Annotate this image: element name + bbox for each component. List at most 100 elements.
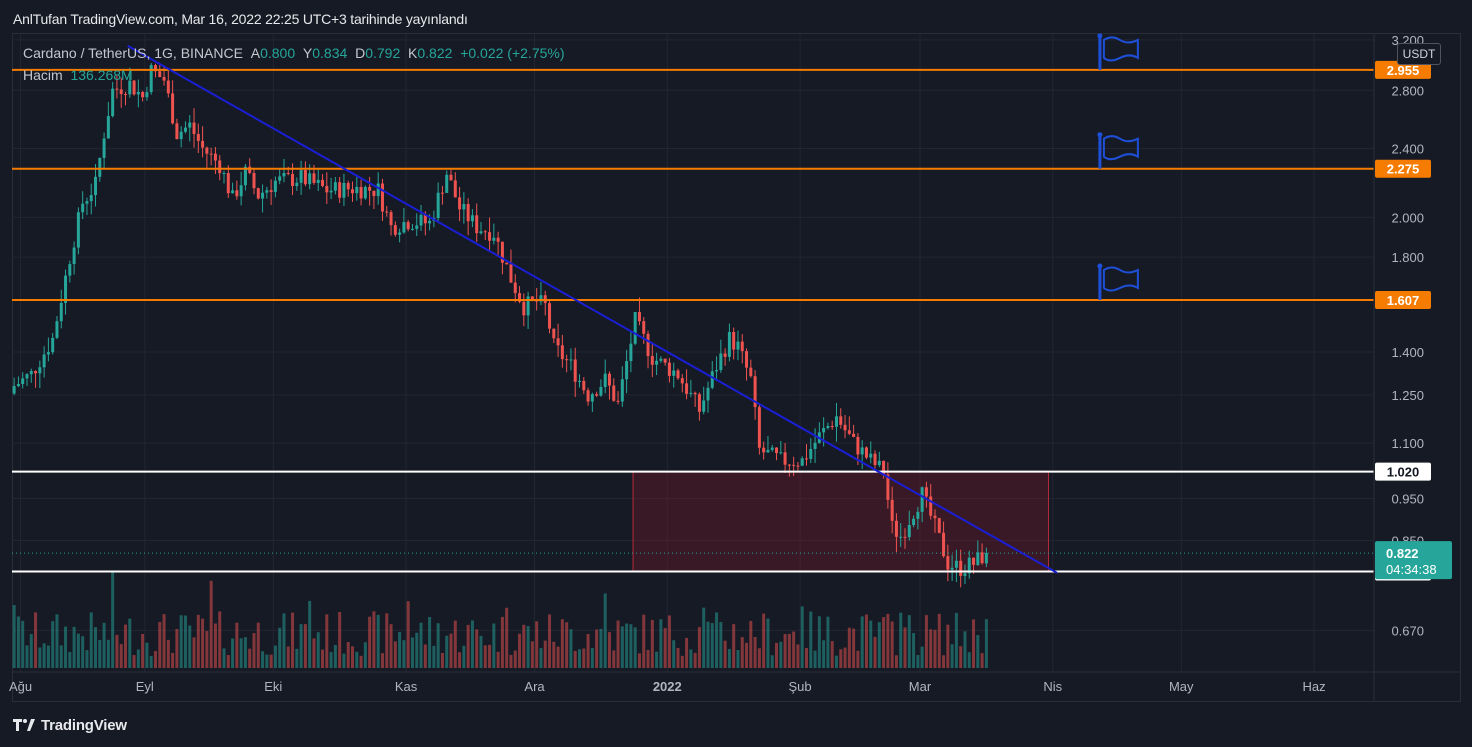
volume-bar (762, 613, 766, 668)
candle-body (950, 567, 954, 570)
y-tick-label: 2.000 (1391, 210, 1424, 225)
volume-bar (612, 650, 616, 668)
volume-bar (380, 653, 384, 668)
volume-bar (162, 614, 166, 668)
candle-body (715, 370, 719, 372)
candle-body (813, 442, 817, 449)
volume-bar (569, 629, 573, 668)
volume-bar (16, 616, 20, 668)
volume-bar (629, 624, 633, 668)
candle-body (916, 511, 920, 519)
volume-bar (209, 580, 213, 668)
candle-body (912, 518, 916, 526)
volume-bar (445, 635, 449, 668)
volume-bar (398, 632, 402, 668)
candle-body (907, 525, 911, 538)
candle-body (766, 449, 770, 453)
candle-body (710, 371, 714, 388)
volume-bar (158, 621, 162, 668)
flags[interactable] (1097, 33, 1139, 300)
volume-bar (466, 624, 470, 668)
candle-body (226, 173, 230, 194)
candle-body (612, 385, 616, 401)
volume-bar (817, 616, 821, 668)
volume-bar (291, 612, 295, 668)
x-tick-label: Kas (395, 679, 418, 694)
low-value: 0.792 (365, 45, 401, 61)
candle-body (650, 356, 654, 365)
level-tag-label: 1.607 (1387, 293, 1420, 308)
candle-body (385, 211, 389, 213)
volume-bar (749, 620, 753, 668)
volume-bar (119, 644, 123, 668)
volume-bar (783, 634, 787, 668)
volume-bar (732, 624, 736, 668)
volume-bar (706, 621, 710, 668)
candle-body (162, 77, 166, 81)
candle-body (556, 338, 560, 346)
volume-bar (496, 651, 500, 668)
volume-bar (779, 641, 783, 668)
change-value: +0.022 (+2.75%) (460, 45, 565, 61)
candle-body (513, 282, 517, 294)
volume-bar (64, 626, 68, 668)
candle-body (697, 394, 701, 412)
candle-body (676, 370, 680, 379)
candle-body (166, 80, 170, 94)
candle-body (886, 474, 890, 500)
volume-bar (128, 618, 132, 668)
candle-body (445, 174, 449, 193)
candle-body (415, 225, 419, 229)
candle-body (586, 390, 590, 402)
tradingview-logo[interactable]: TradingView (13, 717, 127, 734)
volume-bar (586, 634, 590, 668)
volume-bar (715, 612, 719, 668)
flag-icon[interactable] (1097, 33, 1139, 70)
volume-bar (252, 633, 256, 668)
volume-bar (449, 633, 453, 668)
candle-body (834, 416, 838, 427)
candle-body (34, 371, 38, 374)
volume-bar (646, 649, 650, 668)
level-tag-label: 2.955 (1387, 63, 1420, 78)
horizontal-levels[interactable] (12, 68, 1374, 573)
candle-body (359, 186, 363, 199)
candle-body (552, 328, 556, 339)
flag-icon[interactable] (1097, 132, 1139, 169)
candle-body (449, 174, 453, 181)
trendline[interactable] (127, 44, 1058, 574)
candle-body (321, 179, 325, 186)
level-tag (1375, 159, 1431, 178)
candle-body (882, 460, 886, 475)
volume-bar (864, 614, 868, 668)
volume-bar (809, 611, 813, 668)
candle-body (980, 552, 984, 564)
candle-body (920, 487, 924, 512)
volume-bar (676, 647, 680, 668)
volume-bar (745, 642, 749, 668)
volume-bar (530, 641, 534, 668)
axes: 3.2002.8002.4002.0001.8001.4001.2501.100… (9, 33, 1461, 702)
candle-body (787, 464, 791, 466)
candle-body (46, 352, 50, 355)
candle-body (145, 92, 149, 98)
publication-text: AnlTufan TradingView.com, Mar 16, 2022 2… (13, 11, 468, 27)
volume-bar (25, 645, 29, 668)
candle-body (205, 147, 209, 154)
candle-body (800, 458, 804, 466)
candles (12, 63, 988, 588)
volume-bar (29, 634, 33, 668)
volume-bar (590, 648, 594, 668)
candle-body (933, 515, 937, 519)
x-tick-label: Şub (789, 679, 812, 694)
candle-body (522, 301, 526, 316)
currency-unit-button[interactable]: USDT (1397, 43, 1441, 65)
volume-bar (852, 628, 856, 668)
volume-bar (560, 619, 564, 668)
flag-icon[interactable] (1097, 263, 1139, 300)
volume-bar (402, 640, 406, 668)
candle-body (852, 433, 856, 437)
candle-body (149, 65, 153, 93)
volume-bar (479, 635, 483, 668)
